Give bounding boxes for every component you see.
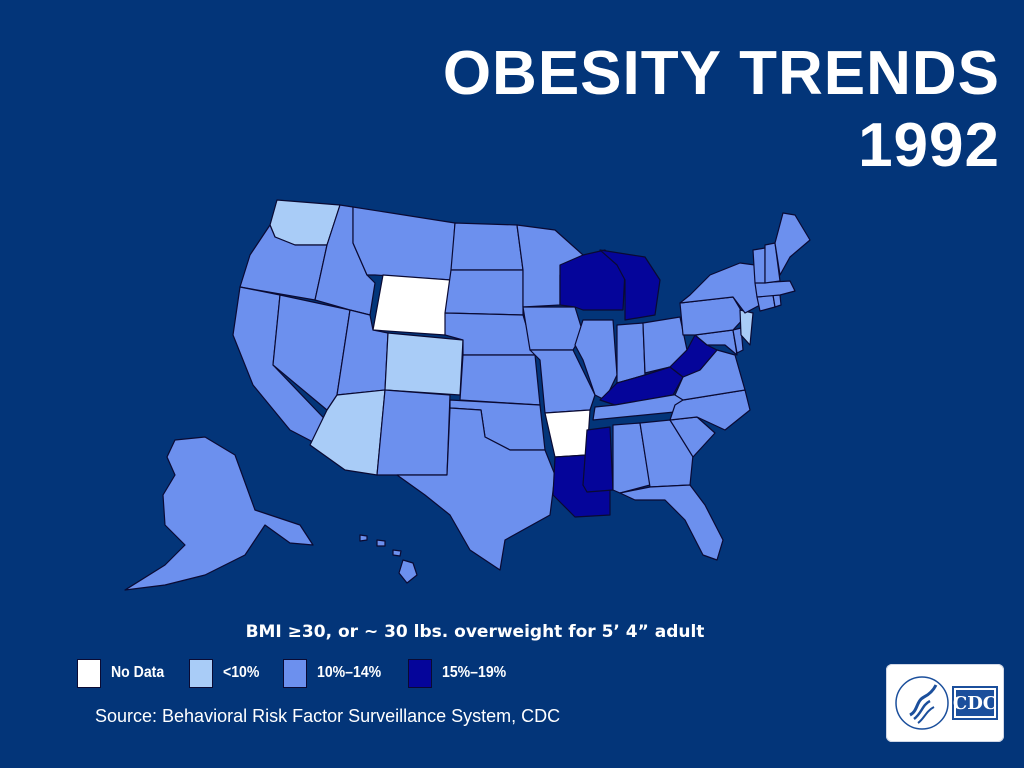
state-ma [754,280,796,298]
legend-item-no-data: No Data [77,658,171,688]
state-wi [559,249,626,311]
legend-item-15-19: 15%–19% [407,658,515,688]
state-mt [352,206,456,281]
state-nc [669,389,751,431]
title-line-2: 1992 [858,111,1000,180]
cdc-logo: CDC [886,664,1004,742]
legend-label-10-14: 10%–14% [316,664,382,681]
state-ia [522,306,584,351]
state-ms [582,426,614,493]
state-mi [599,249,661,321]
state-me [774,212,811,276]
state-nm [376,389,451,476]
legend-label-15-19: 15%–19% [441,664,506,681]
state-hi-maui [392,549,402,557]
state-il [574,319,618,401]
state-hi-islands [359,534,368,542]
state-hi [398,559,418,584]
cdc-wordmark: CDC [952,686,998,720]
title-line-1: OBESITY TRENDS [442,39,1000,108]
source-citation: Source: Behavioral Risk Factor Surveilla… [95,706,561,726]
state-nj [739,309,754,346]
state-in [616,322,646,384]
state-hi-oahu [376,539,386,547]
state-ks [459,354,541,406]
legend-label-no-data: No Data [111,664,165,681]
state-ct [756,294,776,312]
state-vt [752,247,766,284]
state-ar [544,409,591,458]
legend-swatch-15-19 [407,658,432,688]
us-map [105,195,825,595]
legend-swatch-under-10 [189,658,214,688]
state-sd [444,269,524,316]
state-wv [669,334,718,378]
state-fl [619,484,724,561]
state-ri [772,294,782,308]
legend-item-10-14: 10%–14% [282,658,390,688]
bmi-caption: BMI ≥30, or ~ 30 lbs. overweight for 5’ … [245,622,705,642]
state-tx [396,407,556,571]
state-ak [124,436,314,591]
state-co [384,332,464,396]
state-nd [450,222,524,271]
legend-label-under-10: <10% [223,664,260,681]
state-wy [372,274,452,336]
legend-item-under-10: <10% [189,658,264,688]
map-legend: No Data <10% 10%–14% 15%–19% [77,658,533,688]
hhs-seal-icon [895,676,949,730]
slide-title: OBESITY TRENDS 1992 [443,38,1000,182]
legend-swatch-no-data [77,658,101,688]
legend-swatch-10-14 [282,658,307,688]
state-al [612,422,651,494]
